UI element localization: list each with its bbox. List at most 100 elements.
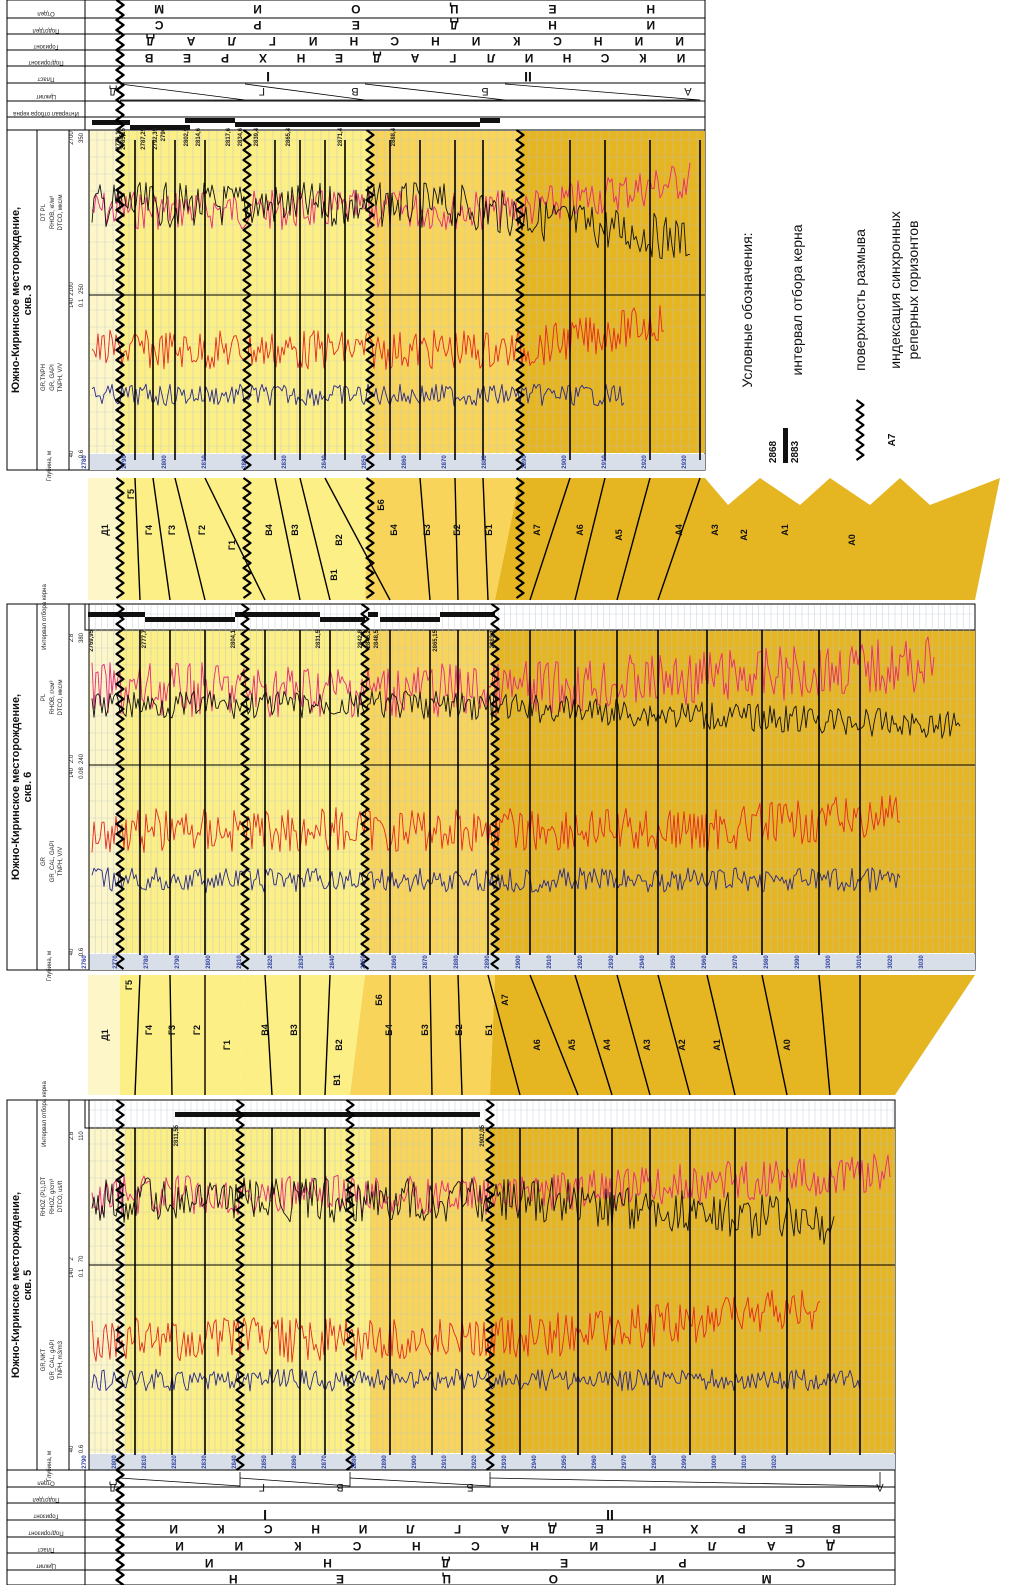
zone-band [89, 605, 120, 953]
header-letter: С [796, 1556, 805, 1570]
tnph-curve [91, 867, 901, 893]
header-letter: Д [372, 51, 381, 65]
depth-tick: 2840 [322, 455, 328, 469]
core-depth-mark: 2792,35 [153, 127, 159, 149]
header-letter: Д [146, 34, 155, 48]
header-letter: Р [678, 1556, 686, 1570]
horizon-index: В4 [260, 1024, 270, 1036]
header-letter: С [155, 18, 164, 32]
well-number: скв. 3 [22, 285, 34, 316]
erosion-line [345, 1099, 355, 1471]
tsiklit-letter: Г [259, 85, 265, 97]
header-letter: И [205, 1556, 214, 1570]
header-letter: Н [431, 34, 440, 48]
well-number: скв. 6 [22, 772, 34, 803]
header-letter: И [589, 1539, 598, 1553]
scale-number: 0.6 [79, 1444, 85, 1453]
correlation-line [457, 974, 463, 1096]
corr-band [365, 478, 520, 600]
horizon-index: А1 [712, 1039, 722, 1051]
header-letter: К [639, 51, 647, 65]
horizon-index: В4 [264, 524, 274, 536]
depth-tick: 2850 [362, 455, 368, 469]
correlation-line [174, 477, 206, 601]
depth-tick: 2860 [392, 955, 398, 969]
curve-label-dtco: DTCO, мкс/м [58, 680, 64, 716]
horizon-index: А5 [614, 529, 624, 541]
header-letter: Н [297, 51, 306, 65]
correlation-line [274, 477, 301, 601]
header-letter: И [525, 51, 534, 65]
legend-core-text: интервал отбора керна [789, 224, 805, 375]
core-label: Интервал отбора керна [42, 583, 48, 649]
horizon-index: А6 [575, 524, 585, 536]
scale-number: 0.1 [79, 298, 85, 307]
header-letter: Н [563, 51, 572, 65]
core-depth-mark: 2769,95 [89, 629, 95, 651]
depth-tick: 2970 [733, 955, 739, 969]
header-letter: Н [530, 1539, 539, 1553]
correlation-line [761, 974, 788, 1096]
legend-title: Условные обозначения: [739, 232, 755, 387]
depth-tick: 2870 [442, 455, 448, 469]
well-title: Южно-Киринское месторождение, [10, 1192, 22, 1378]
depth-tick: 2960 [702, 955, 708, 969]
depth-ruler [89, 1454, 895, 1470]
header-letter: Е [785, 1522, 793, 1536]
depth-tick: 2940 [640, 955, 646, 969]
horizon-index: В3 [290, 524, 300, 536]
header-row-name: Подотдел [32, 27, 59, 33]
depth-tick: 2810 [237, 955, 243, 969]
scale-number: 40 [69, 450, 75, 457]
tnph-curve [91, 1368, 861, 1392]
horizon-index: Б2 [454, 1024, 464, 1035]
horizon-index: Б1 [484, 524, 494, 535]
header-letter: Н [350, 34, 359, 48]
tsiklit-letter: Г [259, 1481, 265, 1493]
well-title: Южно-Киринское месторождение, [10, 694, 22, 880]
legend-horizon-code: А7 [887, 433, 898, 446]
horizon-index: Б6 [374, 994, 384, 1005]
correlation-line [818, 974, 831, 1096]
depth-tick: 3010 [742, 1455, 748, 1469]
correlation-line [574, 477, 606, 601]
core-bar [320, 617, 365, 622]
depth-tick: 2940 [532, 1455, 538, 1469]
header-row-name: Горизонт [33, 43, 58, 49]
depth-tick: 2890 [485, 955, 491, 969]
curve-label-rhob: RHOB, кг/м³ [50, 196, 56, 229]
curve-label-rhob: RHOZ, g/cm³ [50, 1179, 56, 1214]
corr-band [88, 975, 120, 1095]
scale-number: 0.08 [79, 767, 85, 779]
depth-tick: 2820 [242, 455, 248, 469]
horizon-index: А1 [780, 524, 790, 536]
correlation-line [657, 974, 691, 1096]
zone-band [89, 131, 120, 453]
curve-label-tnph: TNPH, V/V [58, 847, 64, 876]
legend-horizon-text-2: реперных горизонтов [905, 221, 921, 360]
core-depth-mark: 2831,5 [316, 629, 322, 648]
depth-tick: 2870 [423, 955, 429, 969]
depth-tick: 2970 [622, 1455, 628, 1469]
core-bar [92, 120, 130, 125]
erosion-line [360, 603, 370, 970]
well-title: Южно-Киринское месторождение, [10, 207, 22, 393]
core-depth-mark: 2787,25 [141, 127, 147, 149]
legend-erosion-text: поверхность размыва [852, 229, 868, 371]
depth-tick: 2810 [202, 455, 208, 469]
depth-tick: 2920 [578, 955, 584, 969]
track-name: DT PL [41, 203, 47, 221]
erosion-line [365, 129, 375, 471]
horizon-index: В2 [334, 534, 344, 546]
header-letter: М [154, 2, 164, 16]
header-letter: А [500, 1522, 509, 1536]
track-name: RHOZ (PL),DT [41, 1176, 47, 1216]
header-letter: С [264, 1522, 273, 1536]
header-letter: Н [594, 34, 603, 48]
core-depth-mark: 2817,6 [226, 127, 232, 146]
scale-number: 2.8 [69, 633, 75, 642]
horizon-index: Г2 [192, 1025, 202, 1035]
well-number: скв. 5 [22, 1270, 34, 1301]
legend-core-bottom: 2883 [790, 440, 801, 463]
depth-tick: 2790 [175, 955, 181, 969]
